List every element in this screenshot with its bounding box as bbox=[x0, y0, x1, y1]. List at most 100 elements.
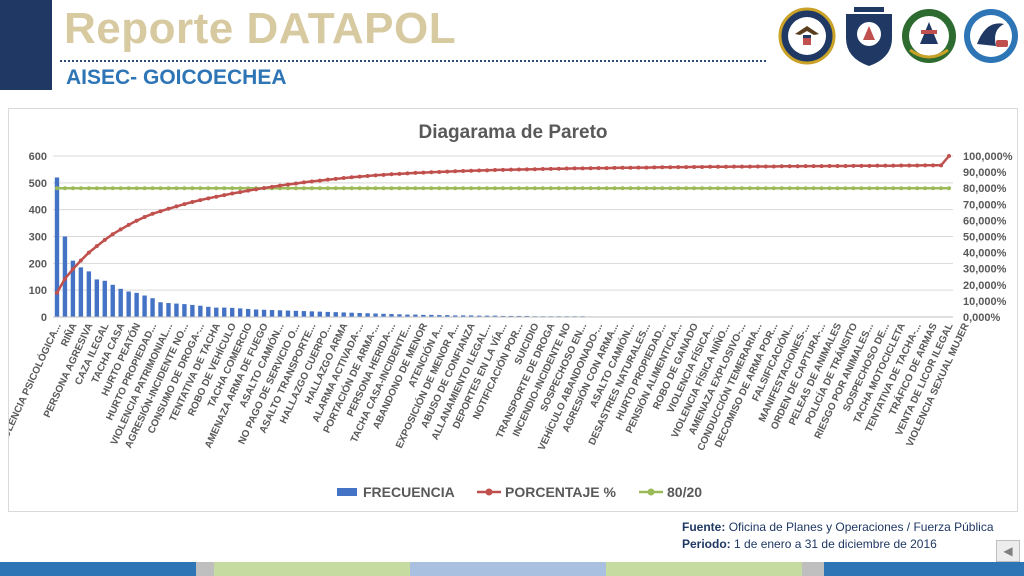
ochenta-veinte-point bbox=[835, 186, 840, 191]
ochenta-veinte-point bbox=[78, 186, 83, 191]
frecuencia-bar bbox=[373, 313, 378, 317]
porcentaje-point bbox=[907, 163, 912, 168]
porcentaje-point bbox=[214, 194, 219, 199]
pareto-chart: Diagarama de Pareto 0 100 200 300 400 500 600 0… bbox=[8, 108, 1018, 512]
y2-tick-label: 0,000% bbox=[963, 312, 1001, 324]
report-title: Reporte DATAPOL bbox=[64, 4, 457, 53]
ochenta-veinte-point bbox=[891, 186, 896, 191]
frecuencia-bar bbox=[405, 314, 410, 317]
porcentaje-point bbox=[78, 258, 83, 263]
porcentaje-point bbox=[684, 165, 689, 170]
porcentaje-point bbox=[389, 172, 394, 177]
porcentaje-point bbox=[166, 206, 171, 211]
frecuencia-bar bbox=[317, 311, 323, 317]
frecuencia-bar bbox=[86, 271, 92, 317]
ochenta-veinte-point bbox=[700, 186, 705, 191]
y2-tick-label: 40,000% bbox=[963, 248, 1007, 260]
ochenta-veinte-point bbox=[373, 186, 378, 191]
porcentaje-point bbox=[461, 168, 466, 173]
ochenta-veinte-point bbox=[564, 186, 569, 191]
series-lines bbox=[54, 154, 952, 295]
frecuencia-bar bbox=[269, 310, 275, 317]
ochenta-veinte-point bbox=[843, 186, 848, 191]
frecuencia-bar bbox=[492, 315, 498, 317]
back-button[interactable]: ◀ bbox=[996, 540, 1020, 562]
porcentaje-point bbox=[588, 166, 593, 171]
frecuencia-bar bbox=[174, 303, 179, 317]
frecuencia-bar bbox=[214, 307, 219, 317]
porcentaje-point bbox=[94, 244, 99, 249]
ochenta-veinte-point bbox=[118, 186, 123, 191]
ochenta-veinte-point bbox=[437, 186, 442, 191]
ochenta-veinte-point bbox=[588, 186, 593, 191]
pareto-chart-svg: Diagarama de Pareto 01002003004005006000… bbox=[9, 122, 1013, 500]
porcentaje-point bbox=[341, 176, 346, 181]
source-label: Fuente: bbox=[682, 520, 726, 534]
frecuencia-bar bbox=[150, 298, 155, 317]
porcentaje-point bbox=[421, 170, 426, 175]
ochenta-veinte-point bbox=[540, 186, 545, 191]
ochenta-veinte-point bbox=[779, 186, 784, 191]
y-tick-label: 0 bbox=[41, 312, 47, 324]
ochenta-veinte-point bbox=[899, 186, 904, 191]
y-tick-label: 300 bbox=[29, 232, 47, 244]
ochenta-veinte-point bbox=[493, 186, 498, 191]
porcentaje-point bbox=[501, 167, 505, 172]
frecuencia-bar bbox=[261, 309, 267, 317]
porcentaje-point bbox=[158, 209, 163, 214]
legend-label: PORCENTAJE % bbox=[505, 484, 617, 500]
porcentaje-point bbox=[716, 164, 721, 169]
frecuencia-bar bbox=[230, 307, 235, 317]
porcentaje-point bbox=[405, 171, 410, 176]
porcentaje-point bbox=[198, 198, 203, 203]
porcentaje-point bbox=[899, 163, 904, 168]
porcentaje-point bbox=[262, 186, 267, 191]
legend-label: 80/20 bbox=[667, 484, 702, 500]
ochenta-veinte-point bbox=[142, 186, 147, 191]
frecuencia-bar bbox=[437, 315, 442, 317]
ochenta-veinte-point bbox=[285, 186, 290, 191]
frecuencia-bar bbox=[333, 312, 338, 317]
police-emblem-icon bbox=[902, 9, 956, 63]
frecuencia-bar bbox=[309, 311, 315, 317]
ochenta-veinte-point bbox=[819, 186, 824, 191]
ochenta-veinte-point bbox=[915, 186, 920, 191]
porcentaje-point bbox=[373, 173, 378, 178]
porcentaje-point bbox=[126, 222, 131, 227]
porcentaje-point bbox=[947, 154, 952, 158]
y2-tick-label: 30,000% bbox=[963, 264, 1007, 276]
frecuencia-bar bbox=[118, 288, 123, 317]
ochenta-veinte-point bbox=[739, 186, 744, 191]
porcentaje-point bbox=[317, 178, 322, 183]
ochenta-veinte-point bbox=[620, 186, 625, 191]
header-divider bbox=[60, 60, 766, 62]
frecuencia-bar bbox=[54, 177, 60, 317]
ochenta-veinte-point bbox=[102, 186, 107, 191]
ochenta-veinte-point bbox=[508, 186, 513, 191]
legend-swatch-marker bbox=[485, 488, 493, 496]
ochenta-veinte-point bbox=[628, 186, 633, 191]
frecuencia-bar bbox=[277, 310, 283, 317]
porcentaje-point bbox=[493, 168, 498, 173]
porcentaje-point bbox=[86, 250, 91, 255]
porcentaje-point bbox=[875, 163, 880, 168]
porcentaje-point bbox=[580, 166, 585, 171]
ochenta-veinte-point bbox=[453, 186, 458, 191]
porcentaje-point bbox=[739, 164, 744, 169]
ochenta-veinte-point bbox=[548, 186, 553, 191]
porcentaje-point bbox=[795, 164, 800, 169]
frecuencia-bar bbox=[468, 315, 474, 317]
frecuencia-bar bbox=[293, 310, 299, 317]
ochenta-veinte-point bbox=[668, 186, 673, 191]
porcentaje-point bbox=[652, 165, 657, 170]
ochenta-veinte-point bbox=[532, 186, 537, 191]
porcentaje-point bbox=[469, 168, 474, 173]
ochenta-veinte-point bbox=[501, 186, 505, 191]
porcentaje-point bbox=[939, 163, 944, 168]
period-note: Periodo: 1 de enero a 31 de diciembre de… bbox=[682, 537, 937, 551]
porcentaje-point bbox=[644, 165, 649, 170]
us-embassy-seal-icon bbox=[778, 7, 836, 65]
ochenta-veinte-point bbox=[94, 186, 99, 191]
ochenta-veinte-point bbox=[110, 186, 115, 191]
ochenta-veinte-point bbox=[413, 186, 418, 191]
